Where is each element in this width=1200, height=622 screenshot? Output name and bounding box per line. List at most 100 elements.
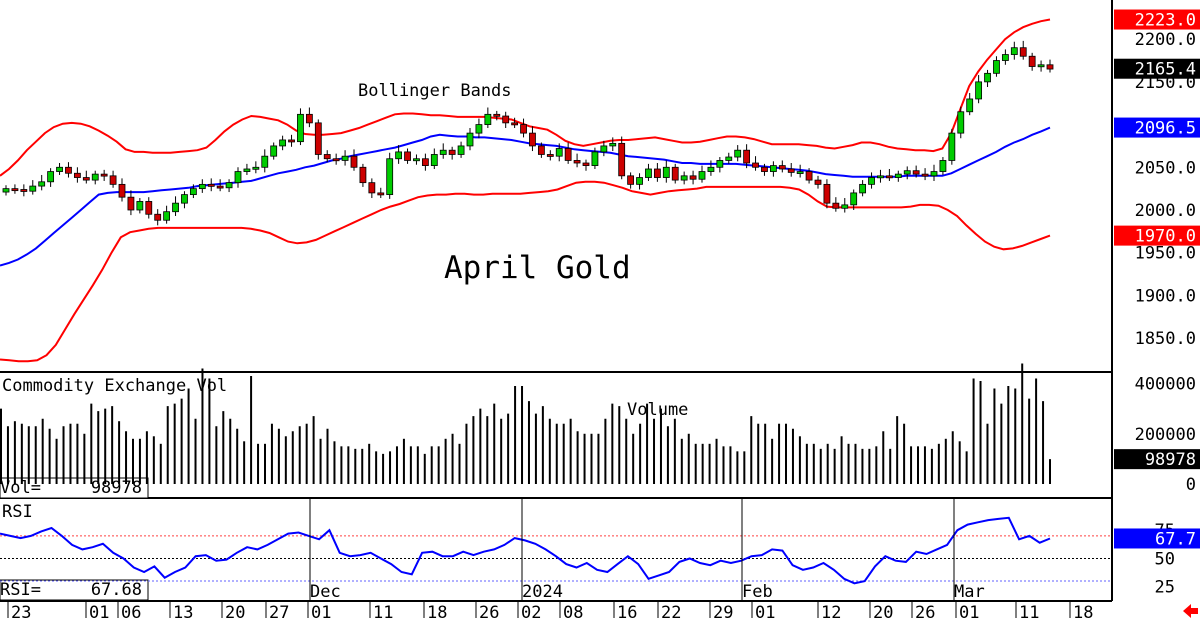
candle [145, 197, 153, 219]
candle [82, 170, 90, 184]
candle [930, 164, 938, 181]
candle [653, 163, 661, 182]
candle-body [1037, 64, 1045, 68]
candle-body [1046, 64, 1054, 70]
candle [332, 153, 340, 165]
candle [466, 127, 474, 151]
candle-body [769, 165, 777, 172]
candle [761, 163, 768, 176]
candle [386, 152, 394, 199]
price-axis-tick: 1850.0 [1135, 329, 1196, 349]
candle [65, 162, 72, 178]
day-label: 23 [11, 603, 31, 622]
day-label: 13 [173, 603, 193, 622]
candle-body [395, 151, 403, 160]
month-label: Mar [954, 582, 985, 602]
candle-body [645, 168, 652, 178]
candle-body [127, 196, 135, 211]
candle [270, 142, 278, 160]
volume-readout-label: Vol= [0, 478, 41, 498]
candle [903, 166, 911, 180]
candle-body [912, 170, 920, 175]
candle-body [1028, 55, 1036, 67]
candle-body [288, 139, 295, 143]
candlesticks [2, 40, 1054, 226]
candle [850, 189, 858, 210]
candle-body [38, 181, 46, 187]
candle-body [725, 156, 733, 161]
day-label: 20 [873, 603, 893, 622]
candle-body [29, 185, 37, 192]
candle-body [796, 171, 804, 174]
candle-body [975, 81, 983, 100]
candle [966, 92, 974, 116]
candle [814, 175, 822, 189]
candle [877, 169, 884, 183]
candle [395, 145, 403, 164]
candle [564, 142, 572, 164]
candle [484, 107, 492, 128]
volume-axis-tick: 200000 [1135, 425, 1196, 445]
left-arrow-icon[interactable] [1183, 604, 1198, 618]
candle [993, 56, 1000, 77]
candle-body [56, 166, 63, 172]
candle-body [761, 166, 768, 172]
candle-body [894, 173, 902, 178]
candle [618, 136, 626, 180]
candle-body [314, 122, 322, 155]
price-tag: 2223.0 [1114, 9, 1200, 31]
candle-body [823, 183, 831, 204]
price-axis-tick: 2050.0 [1135, 158, 1196, 178]
candle-body [439, 149, 447, 155]
candle-body [11, 188, 19, 192]
candle-body [109, 175, 117, 185]
candle [439, 143, 447, 159]
candle-body [430, 154, 438, 166]
candle [636, 173, 643, 190]
candle [734, 145, 742, 162]
candle-body [207, 183, 215, 187]
candle-body [359, 166, 367, 184]
candle-body [20, 189, 28, 192]
candle [20, 184, 28, 197]
candle-body [118, 183, 126, 198]
price-axis-tick: 1900.0 [1135, 286, 1196, 306]
day-label: 01 [89, 603, 109, 622]
rsi-readout-value: 67.68 [91, 580, 142, 600]
day-label: 27 [269, 603, 289, 622]
price-tag-label: 1970.0 [1135, 227, 1196, 247]
candle [582, 159, 590, 171]
month-label: 2024 [522, 582, 563, 602]
candle [457, 141, 465, 158]
candle [118, 178, 126, 202]
bollinger-mid-band [0, 126, 1051, 267]
candle [448, 146, 456, 160]
candle [894, 170, 902, 182]
candle-body [421, 158, 429, 166]
candle-body [734, 149, 742, 158]
volume-tag-box [1114, 449, 1200, 470]
candle [216, 179, 224, 192]
price-axis-tick: 1950.0 [1135, 244, 1196, 264]
rsi-axis-tick: 25 [1155, 578, 1175, 598]
candle-body [814, 179, 822, 185]
candle [225, 179, 233, 193]
candle [698, 165, 706, 183]
candle [743, 144, 751, 169]
candle [305, 107, 313, 128]
price-tag-box [1114, 117, 1200, 138]
day-label: 12 [821, 603, 841, 622]
candle [172, 196, 179, 216]
candle [537, 142, 545, 158]
candle-body [903, 170, 911, 175]
candle-body [591, 151, 599, 166]
candle-body [850, 192, 858, 206]
price-axis-tick: 2200.0 [1135, 30, 1196, 50]
candle [787, 163, 795, 177]
price-axis-tick: 2000.0 [1135, 201, 1196, 221]
candle [207, 178, 215, 192]
candle-body [234, 171, 242, 184]
candle-body [270, 145, 278, 157]
rsi-tag: 67.7 [1114, 528, 1200, 549]
candle [127, 190, 135, 216]
